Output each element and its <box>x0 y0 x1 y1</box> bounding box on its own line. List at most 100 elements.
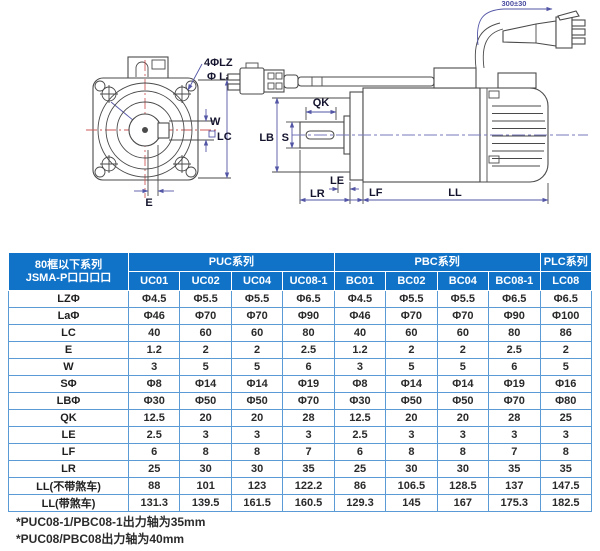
row-label: LL(不带煞车) <box>8 477 129 495</box>
footnote-2: *PUC08/PBC08出力轴为40mm <box>16 532 185 546</box>
spec-value: 1.2 <box>333 341 387 359</box>
spec-table: 80框以下系列 JSMA-P口口口口 PUC系列 PBC系列 PLC系列 UC01 UC02… <box>8 252 592 512</box>
spec-value: 35 <box>539 460 592 478</box>
spec-value: 3 <box>333 358 387 376</box>
row-label: LBΦ <box>8 392 129 410</box>
keyway <box>157 122 170 139</box>
spec-value: 139.5 <box>179 494 232 512</box>
spec-value: Φ4.5 <box>127 290 181 308</box>
spec-value: 88 <box>127 477 181 495</box>
spec-value: Φ4.5 <box>333 290 387 308</box>
spec-value: Φ50 <box>436 392 490 410</box>
spec-value: 2.5 <box>333 426 387 444</box>
spec-value: 123 <box>230 477 284 495</box>
spec-value: Φ70 <box>488 392 541 410</box>
spec-value: 30 <box>230 460 284 478</box>
spec-value: 25 <box>333 460 387 478</box>
spec-value: Φ14 <box>385 375 438 393</box>
dim-label-w: W <box>210 116 221 128</box>
spec-value: 2 <box>436 341 490 359</box>
spec-value: 25 <box>127 460 181 478</box>
spec-value: 128.5 <box>436 477 490 495</box>
power-connector <box>502 10 586 49</box>
dim-label-lc: LC <box>217 131 232 143</box>
spec-value: Φ80 <box>539 392 592 410</box>
spec-value: Φ90 <box>282 307 335 325</box>
spec-value: Φ5.5 <box>179 290 232 308</box>
spec-value: 106.5 <box>385 477 438 495</box>
spec-value: Φ8 <box>127 375 181 393</box>
spec-value: 8 <box>230 443 284 461</box>
row-label: SΦ <box>8 375 129 393</box>
table-row: SΦ Φ8 Φ14 Φ14 Φ19 Φ8 Φ14 Φ14 Φ19 Φ16 <box>8 375 592 393</box>
spec-value: Φ30 <box>333 392 387 410</box>
corner-header-line: 80框以下系列 <box>34 258 103 271</box>
terminal-notch <box>135 61 149 77</box>
spec-value: 5 <box>179 358 232 376</box>
spec-value: Φ46 <box>333 307 387 325</box>
spec-value: 2 <box>539 341 592 359</box>
model-column-header: UC08-1 <box>282 271 335 291</box>
row-label: LR <box>8 460 129 478</box>
spec-value: Φ70 <box>179 307 232 325</box>
spec-value: 7 <box>282 443 335 461</box>
spec-value: 8 <box>385 443 438 461</box>
spec-value: 129.3 <box>333 494 387 512</box>
encoder-connector <box>227 62 435 95</box>
spec-value: Φ6.5 <box>539 290 592 308</box>
spec-value: Φ5.5 <box>230 290 284 308</box>
column-group-header: PLC系列 <box>539 252 592 272</box>
spec-value: 2.5 <box>127 426 181 444</box>
spec-value: 131.3 <box>127 494 181 512</box>
spec-value: 40 <box>333 324 387 342</box>
spec-value: Φ14 <box>179 375 232 393</box>
table-row: LR 25 30 30 35 25 30 30 35 35 <box>8 460 592 478</box>
table-row: QK 12.5 20 20 28 12.5 20 20 28 25 <box>8 409 592 427</box>
spec-value: Φ70 <box>282 392 335 410</box>
spec-value: 20 <box>230 409 284 427</box>
spec-value: 60 <box>436 324 490 342</box>
spec-value: 2.5 <box>488 341 541 359</box>
spec-value: 35 <box>282 460 335 478</box>
model-column-header: BC08-1 <box>488 271 541 291</box>
spec-table-container: 80框以下系列 JSMA-P口口口口 PUC系列 PBC系列 PLC系列 UC01 UC02… <box>8 252 592 512</box>
bolt-holes <box>94 80 197 178</box>
spec-value: Φ50 <box>385 392 438 410</box>
row-label: LC <box>8 324 129 342</box>
spec-value: Φ14 <box>230 375 284 393</box>
spec-value: Φ5.5 <box>385 290 438 308</box>
model-column-header: BC01 <box>333 271 387 291</box>
spec-value: 80 <box>488 324 541 342</box>
spec-value: 20 <box>436 409 490 427</box>
cooling-ribs <box>492 105 546 167</box>
spec-value: 5 <box>230 358 284 376</box>
model-column-header: UC04 <box>230 271 284 291</box>
row-label: LaΦ <box>8 307 129 325</box>
spec-value: Φ6.5 <box>488 290 541 308</box>
spec-value: 5 <box>539 358 592 376</box>
spec-value: Φ90 <box>488 307 541 325</box>
spec-value: 3 <box>282 426 335 444</box>
spec-value: 3 <box>230 426 284 444</box>
dim-label-lr: LR <box>310 188 325 200</box>
table-row: E 1.2 2 2 2.5 1.2 2 2 2.5 2 <box>8 341 592 359</box>
encoder-cable <box>297 76 435 87</box>
model-column-header: BC04 <box>436 271 490 291</box>
spec-value: 2 <box>179 341 232 359</box>
column-group-header: PBC系列 <box>333 252 541 272</box>
spec-value: 3 <box>385 426 438 444</box>
spec-value: 6 <box>282 358 335 376</box>
spec-value: Φ19 <box>488 375 541 393</box>
square-symbol <box>208 130 216 138</box>
top-plate <box>497 72 537 89</box>
spec-value: 3 <box>436 426 490 444</box>
spec-value: Φ70 <box>385 307 438 325</box>
spec-value: 175.3 <box>488 494 541 512</box>
footnote-1: *PUC08-1/PBC08-1出力轴为35mm <box>16 515 206 529</box>
spec-value: 3 <box>179 426 232 444</box>
spec-value: Φ6.5 <box>282 290 335 308</box>
spec-value: 8 <box>179 443 232 461</box>
junction-box <box>433 67 477 89</box>
front-view: 4ΦLZ Φ La W LC E <box>86 56 233 209</box>
motor-dimension-drawing: 4ΦLZ Φ La W LC E <box>86 0 588 209</box>
